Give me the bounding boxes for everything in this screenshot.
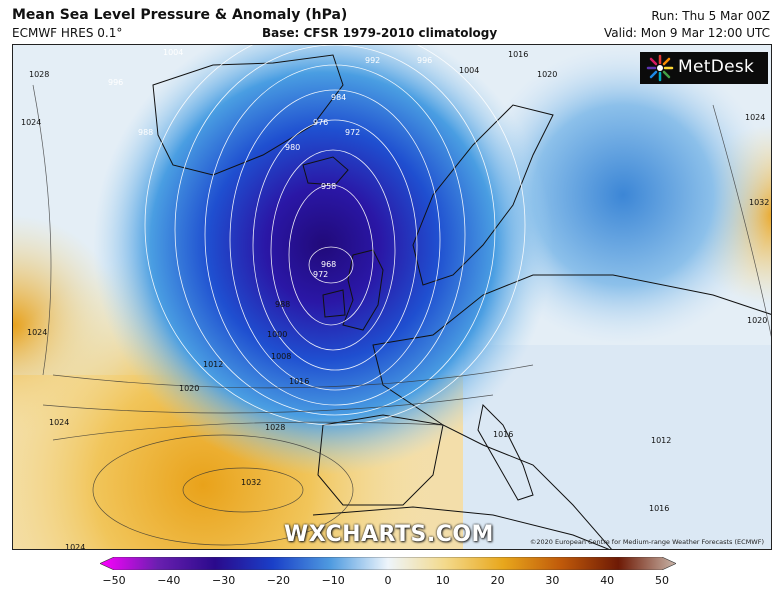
colorbar-tick-label: 0 xyxy=(384,574,392,587)
isobar-label: 972 xyxy=(345,128,360,137)
wxcharts-watermark: WXCHARTS.COM xyxy=(284,522,494,547)
chart-title: Mean Sea Level Pressure & Anomaly (hPa) xyxy=(12,7,348,23)
isobar-label: 1024 xyxy=(27,328,47,337)
pressure-anomaly-map[interactable]: 958 968 972 972 976 980 984 988 988 992 … xyxy=(12,44,772,550)
colorbar-tick-label: −40 xyxy=(157,574,181,587)
isobar-label: 1012 xyxy=(203,360,223,369)
isobar-label: 968 xyxy=(321,260,336,269)
colorbar-tick-label: −30 xyxy=(211,574,236,587)
colorbar-tick-label: −50 xyxy=(102,574,126,587)
anomaly-colorbar xyxy=(100,557,676,570)
isobar-label: 972 xyxy=(313,270,328,279)
isobar-label: 1024 xyxy=(745,113,765,122)
isobar-label: 1028 xyxy=(265,423,285,432)
isobar-label: 1024 xyxy=(65,543,85,550)
isobar-label: 1024 xyxy=(49,418,69,427)
colorbar-tick-label: −20 xyxy=(266,574,290,587)
isobar-label: 980 xyxy=(285,143,300,152)
colorbar-tick-label: 30 xyxy=(545,574,560,587)
isobar-label: 1004 xyxy=(163,48,183,57)
metdesk-logo-text: MetDesk xyxy=(678,57,755,77)
isobar-label: 996 xyxy=(417,56,432,65)
colorbar-tick-label: 40 xyxy=(600,574,615,587)
isobar-label: 1020 xyxy=(179,384,199,393)
isobar-label: 1000 xyxy=(267,330,287,339)
run-time: Run: Thu 5 Mar 00Z xyxy=(651,9,770,23)
isobar-label: 1032 xyxy=(749,198,769,207)
isobar-label: 992 xyxy=(365,56,380,65)
isobar-label: 1012 xyxy=(651,436,671,445)
isobar-label: 1004 xyxy=(459,66,479,75)
colorbar-tick-label: −10 xyxy=(321,574,345,587)
model-name: ECMWF HRES 0.1° xyxy=(12,26,123,40)
metdesk-logo: MetDesk xyxy=(640,52,768,84)
colorbar-tick-label: 20 xyxy=(490,574,505,587)
isobar-label: 1008 xyxy=(271,352,291,361)
isobar-label: 1028 xyxy=(29,70,49,79)
isobar-label: 1020 xyxy=(537,70,557,79)
isobar-label: 984 xyxy=(331,93,346,102)
colorbar-tick-label: 50 xyxy=(655,574,669,587)
isobar-label: 976 xyxy=(313,118,328,127)
isobar-label: 1016 xyxy=(289,377,309,386)
isobar-label: 958 xyxy=(321,182,336,191)
copyright-notice: ©2020 European Centre for Medium-range W… xyxy=(529,538,764,546)
isobar-label: 1016 xyxy=(493,430,513,439)
isobar-label: 988 xyxy=(138,128,153,137)
metdesk-sunburst-icon xyxy=(646,54,674,82)
colorbar-tick-label: 10 xyxy=(435,574,450,587)
isobar-label: 988 xyxy=(275,300,290,309)
isobar-label: 996 xyxy=(108,78,123,87)
isobar-label: 1020 xyxy=(747,316,767,325)
isobar-label: 1016 xyxy=(649,504,669,513)
isobar-label: 1032 xyxy=(241,478,261,487)
map-canvas: 958 968 972 972 976 980 984 988 988 992 … xyxy=(13,45,771,550)
climatology-base: Base: CFSR 1979-2010 climatology xyxy=(262,26,498,40)
isobar-label: 1024 xyxy=(21,118,41,127)
valid-time: Valid: Mon 9 Mar 12:00 UTC xyxy=(604,26,770,40)
isobar-label: 1016 xyxy=(508,50,528,59)
